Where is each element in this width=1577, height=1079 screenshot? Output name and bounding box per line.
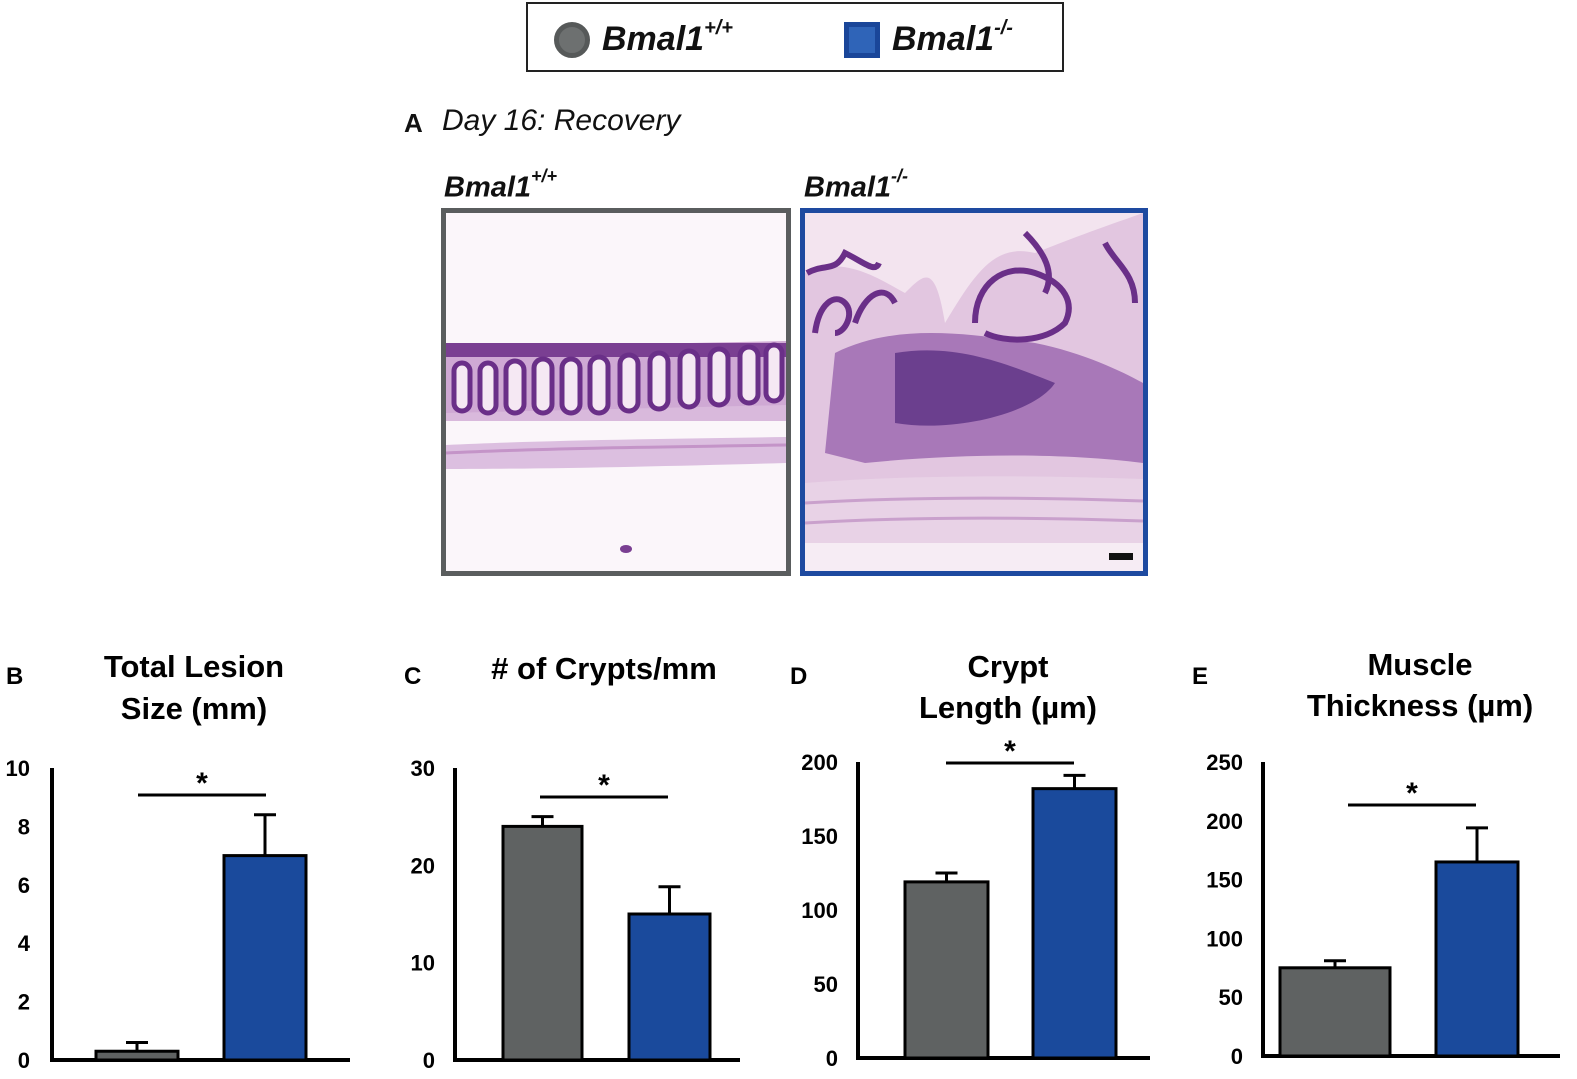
legend: Bmal1+/+ Bmal1-/-	[526, 2, 1064, 72]
scale-bar	[1109, 553, 1133, 560]
panel-d-y-tick-label: 150	[801, 824, 838, 849]
image-label-wt: Bmal1+/+	[444, 166, 558, 204]
histology-image-wt	[441, 208, 791, 576]
legend-item-ko: Bmal1-/-	[844, 16, 1013, 59]
panel-d-y-tick-label: 0	[826, 1046, 838, 1071]
panel-e-significance-star: *	[1406, 777, 1418, 810]
panel-b-y-tick-label: 2	[18, 990, 30, 1015]
panel-b-title-line: Total Lesion	[104, 649, 284, 684]
panel-e-y-tick-label: 150	[1206, 868, 1243, 893]
panel-c-y-tick-label: 0	[423, 1048, 435, 1073]
panel-c-bar	[627, 912, 712, 1062]
panel-d-y-tick-label: 100	[801, 898, 838, 923]
panel-c-y-tick-label: 20	[411, 853, 435, 878]
panel-d-title-line: Length (µm)	[919, 690, 1097, 725]
panel-e-y-tick-label: 250	[1206, 750, 1243, 775]
panel-e-title-line: Muscle	[1367, 647, 1472, 682]
panel-c-bar	[501, 824, 584, 1062]
panel-c-title-line: # of Crypts/mm	[491, 651, 717, 686]
panel-b-y-tick-label: 4	[18, 931, 31, 956]
panel-e-y-tick-label: 50	[1219, 985, 1243, 1010]
legend-label-wt: Bmal1+/+	[602, 16, 733, 58]
panel-d-y-tick-label: 200	[801, 750, 838, 775]
histology-image-ko	[800, 208, 1148, 576]
panel-a-title: Day 16: Recovery	[442, 104, 681, 137]
panel-d-bar	[903, 880, 990, 1060]
legend-item-wt: Bmal1+/+	[554, 16, 733, 59]
panel-b-letter: B	[6, 663, 23, 690]
panel-b-y-tick-label: 8	[18, 814, 30, 839]
legend-label-ko: Bmal1-/-	[892, 16, 1013, 58]
panel-c-significance-star: *	[598, 769, 610, 802]
panel-d-letter: D	[790, 663, 807, 690]
panel-b-title-line: Size (mm)	[121, 691, 267, 726]
legend-swatch-ko	[844, 21, 880, 58]
panel-b-y-tick-label: 0	[18, 1048, 30, 1073]
panel-d-title-line: Crypt	[968, 649, 1049, 684]
panel-b-bar	[94, 1049, 180, 1062]
histology-wt-drawing	[446, 213, 786, 571]
panel-c-letter: C	[404, 663, 421, 690]
panel-d-significance-star: *	[1004, 735, 1016, 768]
panel-e-bar	[1278, 966, 1392, 1058]
image-label-ko: Bmal1-/-	[804, 166, 909, 204]
histology-ko-drawing	[805, 213, 1143, 571]
panel-e-y-tick-label: 200	[1206, 809, 1243, 834]
panel-c-y-tick-label: 30	[411, 756, 435, 781]
panel-a-letter: A	[404, 108, 423, 138]
panel-b-bar	[222, 854, 308, 1062]
panel-b-y-tick-label: 10	[6, 756, 30, 781]
panel-e-y-tick-label: 100	[1206, 926, 1243, 951]
panel-e-title-line: Thickness (µm)	[1307, 688, 1533, 723]
panel-d-y-tick-label: 50	[814, 972, 838, 997]
panel-e-bar	[1434, 860, 1520, 1058]
panel-b-significance-star: *	[196, 767, 208, 800]
legend-swatch-wt	[554, 21, 590, 58]
panel-d-bar	[1031, 787, 1118, 1060]
panel-b-y-tick-label: 6	[18, 873, 30, 898]
panel-e-letter: E	[1192, 663, 1208, 690]
panel-c-y-tick-label: 10	[411, 951, 435, 976]
panel-e-y-tick-label: 0	[1231, 1044, 1243, 1069]
